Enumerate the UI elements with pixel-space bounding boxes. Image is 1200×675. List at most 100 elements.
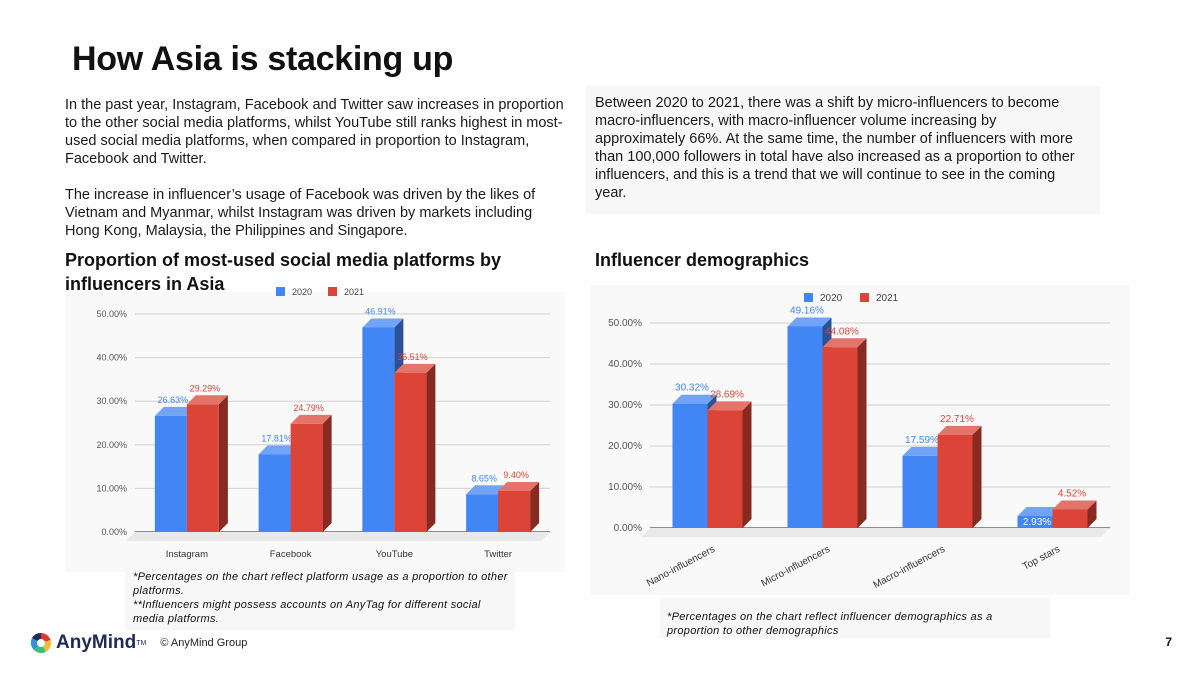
chart1-bar-2020 [154,415,187,532]
chart1-bar-top-2021 [186,395,228,405]
left-paragraph-1: In the past year, Instagram, Facebook an… [65,97,564,167]
trademark: TM [136,639,147,647]
chart2-y-tick-label: 40.00% [608,359,642,370]
chart1-bar-side-2021 [426,363,436,532]
chart2-floor [641,528,1110,537]
chart1-bar-2020 [362,327,395,532]
chart1-y-tick-label: 0.00% [101,527,127,537]
chart1-legend-label-2021: 2021 [344,287,364,297]
chart2-bar-top-2021 [822,338,867,348]
chart2-bar-2020 [787,326,823,528]
chart2-category-label: Micro-influencers [760,544,832,589]
chart2-data-label-2021: 28.69% [710,389,744,400]
chart2-data-label-2021: 44.08% [825,326,859,337]
copyright: © AnyMind Group [160,637,248,649]
left-note-box [125,568,515,630]
chart1-data-label-2021: 9.40% [503,470,529,480]
page-number: 7 [1165,635,1172,649]
anymind-logo-icon [30,632,51,653]
chart2-data-label-2020: 2.93% [1023,517,1051,528]
right-paragraph: Between 2020 to 2021, there was a shift … [595,95,1075,201]
chart2-bar-2021 [822,347,858,528]
chart2-bar-side-2021 [742,401,752,528]
chart1-y-tick-label: 30.00% [96,396,127,406]
chart2-legend-swatch-2020 [804,293,813,302]
chart1-bar-2021 [498,491,531,532]
chart1-data-label-2020: 8.65% [471,473,497,483]
chart2-bar-side-2021 [857,338,867,528]
chart2-bar-2021 [937,434,973,528]
chart2-bar-top-2021 [1052,500,1097,510]
right-chart-title: Influencer demographics [595,250,810,270]
chart2-bar-2021 [1052,509,1088,528]
chart2-bar-top-2021 [937,425,982,435]
chart2-data-label-2021: 4.52% [1058,488,1086,499]
chart1-category-label: Instagram [166,549,208,560]
left-description: In the past year, Instagram, Facebook an… [65,96,570,258]
chart2-bar-top-2020 [902,446,947,456]
chart2-category-label: Macro-influencers [872,544,947,591]
left-chart-note: *Percentages on the chart reflect platfo… [133,571,508,625]
chart1-legend-label-2020: 2020 [292,287,312,297]
chart1-legend-swatch-2020 [276,287,285,296]
chart1-category-label: YouTube [376,549,413,560]
chart1-bar-top-2020 [466,485,508,495]
chart2-bar-2020 [902,455,938,528]
chart1-bar-top-2020 [154,406,196,416]
right-chart-note: *Percentages on the chart reflect influe… [667,611,993,637]
footer: AnyMind TM © AnyMind Group [30,628,247,658]
chart2-data-label-2021: 22.71% [940,414,974,425]
chart1-bar-top-2021 [498,482,540,492]
chart1-legend-swatch-2021 [328,287,337,296]
chart1-data-label-2021: 36.51% [397,352,428,362]
chart1-bar-2021 [186,404,219,532]
chart1-data-label-2020: 46.91% [365,306,396,316]
chart2-category-label: Top stars [1021,544,1062,573]
chart1-bar-top-2021 [394,363,436,373]
chart1-data-label-2020: 26.63% [158,395,189,405]
chart1-bar-side-2021 [322,414,332,532]
right-note-box [660,598,1050,638]
chart2-y-tick-label: 20.00% [608,441,642,452]
chart2-legend-label-2020: 2020 [820,293,843,304]
chart1-bar-top-2020 [362,318,404,328]
chart2-data-label-2020: 30.32% [675,383,709,394]
chart2-bar-2021 [707,410,743,528]
right-description-box [585,86,1100,214]
chart2-data-label-2020: 49.16% [790,305,824,316]
chart1-y-tick-label: 40.00% [96,353,127,363]
chart2-bar-top-2020 [672,394,717,404]
chart1-bar-2020 [466,494,499,532]
chart2-bar-top-2021 [707,401,752,411]
chart2-bar-2020 [1017,515,1053,528]
right-description: Between 2020 to 2021, there was a shift … [595,94,1090,220]
left-paragraph-2: The increase in influencer’s usage of Fa… [65,187,536,239]
chart1-category-label: Facebook [270,549,312,560]
chart1-data-label-2021: 24.79% [293,403,324,413]
chart2-bar-side-2021 [972,425,982,528]
chart2-category-label: Nano-influencers [645,544,717,589]
chart2-bar-2020 [672,403,708,528]
left-chart-title: Proportion of most-used social media pla… [65,250,502,294]
chart2-y-tick-label: 30.00% [608,400,642,411]
chart2-y-tick-label: 50.00% [608,318,642,329]
chart1-bar-top-2020 [258,445,300,455]
chart2-legend-swatch-2021 [860,293,869,302]
chart1-bar-2021 [290,423,323,532]
chart1-bar-top-2021 [290,414,332,424]
chart1-category-label: Twitter [484,549,512,560]
chart1-y-tick-label: 10.00% [96,483,127,493]
chart1-data-label-2020: 17.81% [261,433,292,443]
chart1-bar-side-2021 [530,482,540,532]
chart1-y-tick-label: 20.00% [96,440,127,450]
chart2-bar-top-2020 [787,317,832,327]
chart2-y-tick-label: 10.00% [608,482,642,493]
chart2-y-tick-label: 0.00% [614,523,642,534]
chart1-floor [126,532,550,541]
chart1-bar-2021 [394,372,427,532]
chart2-bar-top-2020 [1017,506,1062,516]
page-title: How Asia is stacking up [72,40,454,78]
chart2-data-label-2020: 17.59% [905,435,939,446]
chart1-y-tick-label: 50.00% [96,309,127,319]
